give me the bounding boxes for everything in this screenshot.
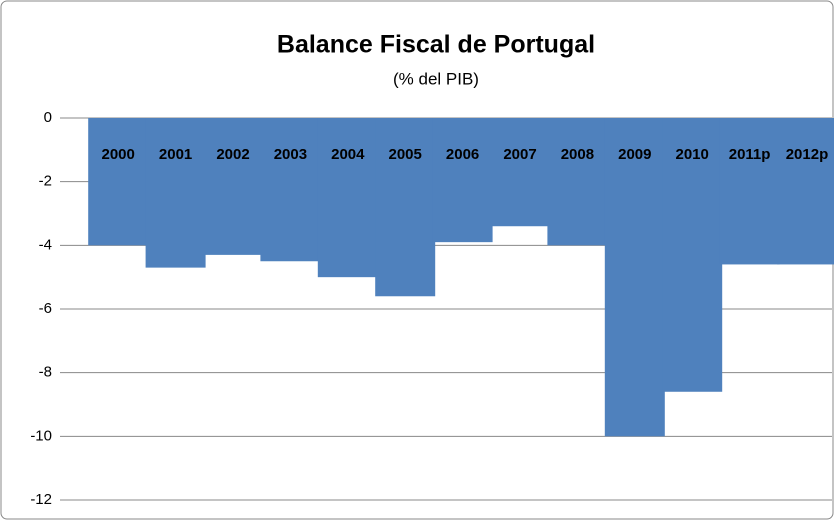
bar (662, 118, 723, 392)
y-tick-label: -10 (30, 427, 52, 444)
x-tick-label: 2011p (729, 146, 771, 163)
bar (88, 118, 149, 246)
x-tick-label: 2001 (159, 146, 192, 163)
x-tick-label: 2004 (331, 146, 365, 163)
y-tick-label: -8 (39, 364, 52, 381)
bar (432, 118, 493, 243)
bar (604, 118, 665, 437)
x-tick-label: 2003 (274, 146, 307, 163)
bar (777, 118, 834, 265)
x-tick-label: 2012p (786, 146, 829, 163)
x-tick-label: 2007 (503, 146, 536, 163)
y-tick-label: -6 (39, 300, 52, 317)
x-tick-label: 2002 (216, 146, 249, 163)
chart-subtitle: (% del PIB) (393, 69, 479, 88)
x-tick-label: 2000 (102, 146, 135, 163)
bar (719, 118, 780, 265)
chart-title: Balance Fiscal de Portugal (277, 31, 595, 59)
bar (145, 118, 206, 268)
x-tick-label: 2005 (389, 146, 422, 163)
y-tick-label: -2 (39, 173, 52, 190)
bar (490, 118, 550, 227)
y-tick-label: -12 (30, 491, 52, 508)
bar (547, 118, 608, 246)
bar (203, 118, 263, 255)
x-tick-label: 2006 (446, 146, 479, 163)
bar (317, 118, 378, 278)
x-tick-label: 2009 (618, 146, 651, 163)
bar (375, 118, 436, 297)
x-tick-label: 2008 (561, 146, 594, 163)
y-tick-label: -4 (39, 236, 52, 253)
bar (260, 118, 321, 262)
y-tick-label: 0 (44, 109, 52, 126)
x-tick-label: 2010 (676, 146, 709, 163)
